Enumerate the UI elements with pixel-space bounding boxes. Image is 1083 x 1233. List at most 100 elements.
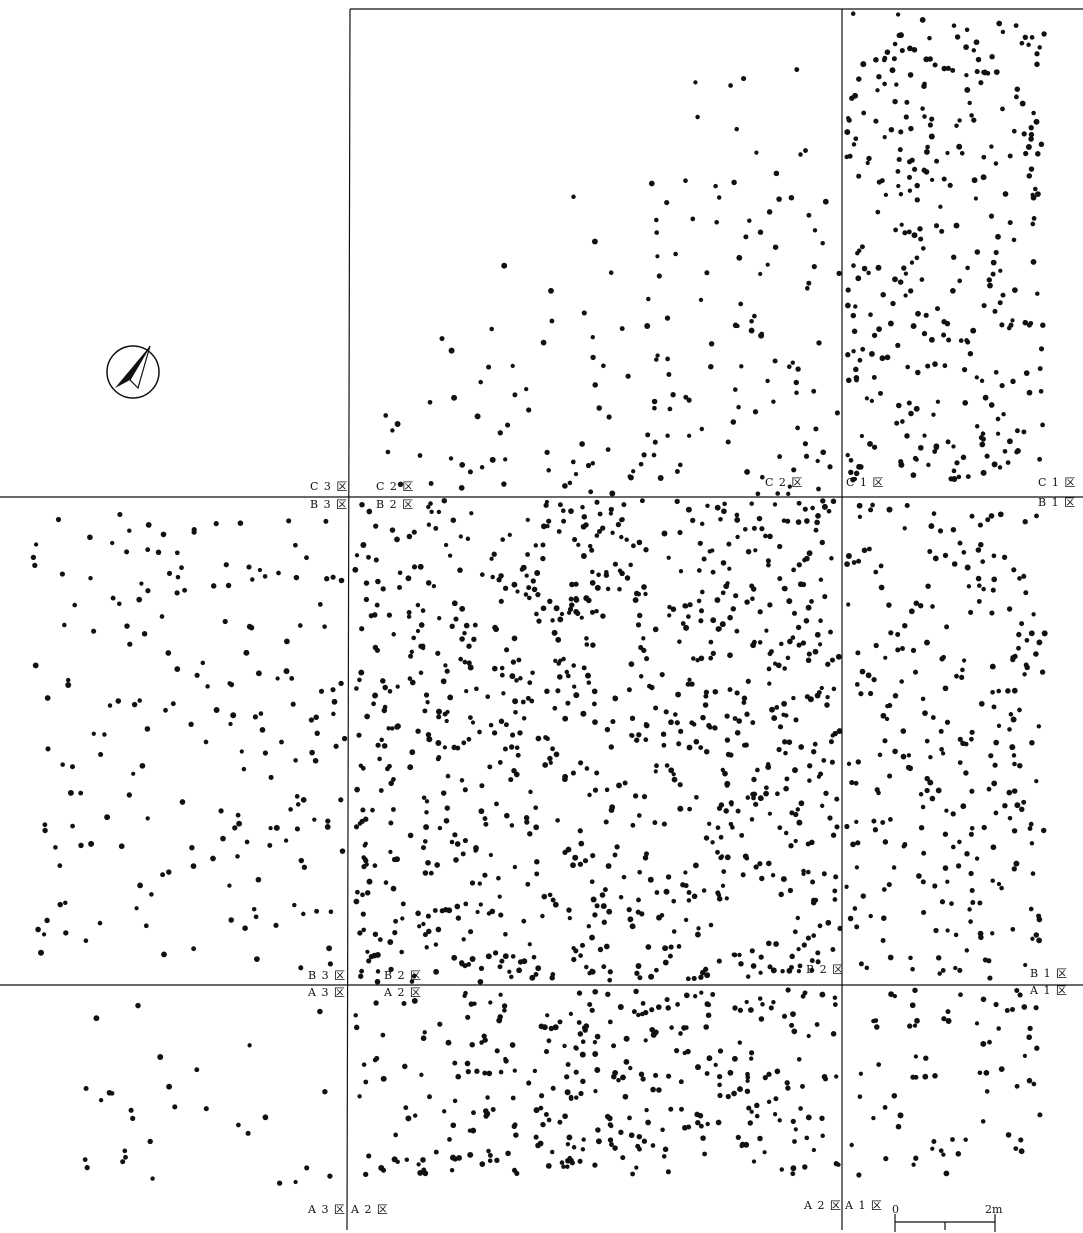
artifact-dot — [366, 1153, 372, 1159]
artifact-dot — [970, 900, 976, 905]
artifact-dot — [721, 508, 727, 515]
artifact-dot — [419, 1072, 424, 1077]
artifact-dot — [832, 730, 838, 737]
artifact-dot — [584, 766, 590, 771]
artifact-dot — [921, 167, 927, 173]
artifact-dot — [327, 961, 333, 967]
artifact-dot — [908, 410, 914, 417]
artifact-dot — [388, 820, 394, 826]
artifact-dot — [991, 576, 998, 583]
artifact-dot — [891, 865, 897, 870]
artifact-dot — [564, 1089, 571, 1096]
artifact-dot — [486, 364, 492, 370]
artifact-dot — [733, 593, 739, 599]
artifact-dot — [594, 584, 601, 591]
artifact-dot — [816, 486, 821, 492]
artifact-dot — [673, 1047, 680, 1054]
artifact-dot — [789, 1022, 795, 1028]
artifact-dot — [814, 631, 821, 638]
artifact-dot — [374, 602, 380, 608]
artifact-dot — [592, 1162, 598, 1168]
artifact-dot — [906, 174, 913, 180]
artifact-dot — [691, 893, 698, 900]
artifact-dot — [918, 236, 924, 242]
artifact-dot — [767, 964, 773, 970]
artifact-dot — [819, 539, 825, 546]
artifact-dot — [980, 1119, 986, 1124]
artifact-dot — [712, 725, 718, 731]
artifact-dot — [836, 728, 843, 735]
artifact-dot — [509, 744, 515, 750]
artifact-dot — [605, 863, 612, 869]
artifact-dot — [556, 661, 561, 666]
artifact-dot — [929, 795, 936, 802]
artifact-dot — [718, 516, 723, 522]
artifact-dot — [1022, 34, 1028, 40]
artifact-dot — [612, 695, 618, 701]
artifact-dot — [734, 512, 740, 518]
artifact-dot — [1001, 554, 1008, 560]
artifact-dot — [680, 621, 686, 626]
artifact-dot — [942, 865, 949, 871]
artifact-dot — [892, 41, 898, 47]
artifact-dot — [409, 749, 416, 756]
artifact-dot — [584, 642, 590, 647]
artifact-dot — [561, 656, 566, 662]
artifact-dot — [699, 990, 704, 995]
artifact-dot — [623, 1035, 630, 1042]
artifact-dot — [481, 1033, 487, 1039]
artifact-dot — [950, 844, 956, 850]
artifact-dot — [934, 306, 941, 312]
artifact-dot — [356, 732, 362, 738]
artifact-dot — [973, 39, 980, 46]
artifact-dot — [65, 682, 72, 688]
artifact-dot — [390, 885, 397, 892]
artifact-dot — [174, 550, 180, 556]
artifact-dot — [928, 523, 935, 530]
artifact-dot — [665, 356, 670, 362]
artifact-dot — [463, 901, 469, 907]
artifact-dot — [390, 807, 396, 812]
artifact-dot — [462, 787, 468, 793]
artifact-dot — [798, 152, 803, 157]
artifact-dot — [918, 824, 925, 831]
artifact-dot — [1034, 51, 1040, 57]
artifact-dot — [407, 832, 414, 839]
artifact-dot — [784, 1080, 790, 1086]
artifact-dot — [541, 1024, 548, 1031]
artifact-dot — [853, 470, 860, 477]
artifact-dot — [685, 681, 691, 687]
artifact-dot — [549, 1149, 555, 1155]
artifact-dot — [805, 869, 811, 875]
artifact-dot — [610, 530, 615, 535]
artifact-dot — [489, 456, 496, 463]
artifact-dot — [686, 614, 691, 619]
artifact-dot — [616, 1077, 621, 1083]
artifact-dot — [603, 569, 609, 575]
artifact-dot — [576, 1020, 582, 1025]
artifact-dot — [450, 517, 457, 523]
artifact-dot — [510, 363, 515, 369]
artifact-dot — [996, 688, 1002, 694]
artifact-dot — [524, 819, 530, 825]
artifact-dot — [773, 661, 778, 666]
artifact-dot — [569, 581, 575, 588]
artifact-dot — [988, 402, 995, 408]
artifact-dot — [937, 528, 944, 534]
artifact-dot — [371, 952, 378, 959]
artifact-dot — [1038, 141, 1045, 148]
artifact-dot — [486, 1148, 491, 1154]
artifact-dot — [928, 336, 935, 343]
artifact-dot — [44, 695, 51, 701]
artifact-dot — [533, 971, 539, 977]
artifact-dot — [803, 453, 810, 459]
artifact-dot — [927, 122, 933, 128]
artifact-dot — [942, 363, 948, 369]
artifact-dot — [744, 468, 751, 475]
artifact-dot — [483, 821, 489, 827]
artifact-dot — [512, 864, 518, 870]
artifact-dot — [372, 644, 379, 651]
artifact-dot — [675, 691, 682, 698]
artifact-dot — [701, 888, 707, 893]
artifact-dot — [750, 963, 757, 969]
